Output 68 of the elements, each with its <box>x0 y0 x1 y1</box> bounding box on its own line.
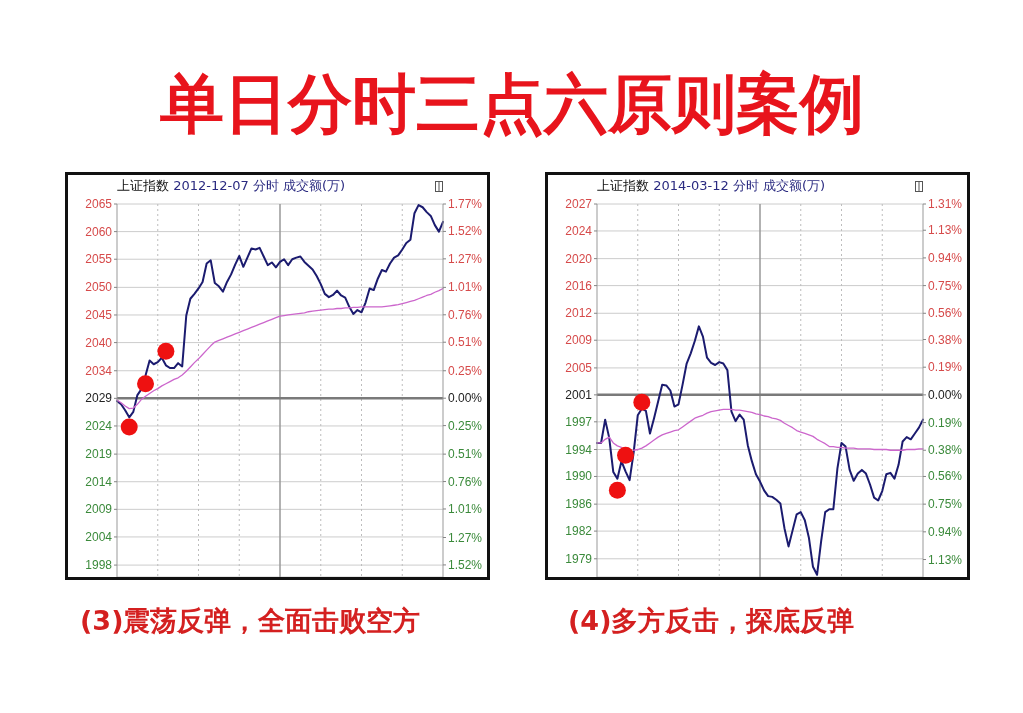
y2-tick-label: 1.77% <box>448 197 483 211</box>
y2-tick-label: 1.13% <box>928 552 963 567</box>
y-tick-label: 2014 <box>85 474 113 489</box>
y-tick-label: 2060 <box>85 224 113 239</box>
y-tick-label: 2001 <box>565 387 593 402</box>
y2-tick-label: 0.38% <box>928 443 963 458</box>
y-tick-label: 2034 <box>85 363 113 378</box>
text: (4)多方反击，探底反弹 <box>568 604 855 638</box>
y2-tick-label: 0.19% <box>928 415 963 430</box>
y2-tick-label: 0.76% <box>448 474 483 489</box>
y2-tick-label: 0.56% <box>928 469 963 484</box>
y2-tick-label: 0.38% <box>928 332 963 347</box>
y-tick-label: 2055 <box>85 252 113 267</box>
chart-subtitle: 上证指数 2014-03-12 分时 成交额(万) <box>597 178 826 193</box>
chart-title: 单日分时三点六原则案例 <box>158 66 865 143</box>
y-tick-label: 2016 <box>565 278 593 293</box>
y-tick-label: 2020 <box>565 251 593 266</box>
y2-tick-label: 0.75% <box>928 497 963 512</box>
y2-tick-label: 0.56% <box>928 306 963 321</box>
y-tick-label: 2004 <box>85 529 113 544</box>
y2-tick-label: 0.94% <box>928 524 963 539</box>
y-tick-label: 2065 <box>85 197 113 211</box>
y2-tick-label: 0.25% <box>448 363 483 378</box>
y-tick-label: 2045 <box>85 307 113 322</box>
y2-tick-label: 0.76% <box>448 307 483 322</box>
point <box>633 393 651 411</box>
y2-tick-label: 1.13% <box>928 223 963 238</box>
y-tick-label: 2050 <box>85 280 113 295</box>
y2-tick-label: 1.27% <box>448 251 483 266</box>
y2-tick-label: 0.51% <box>448 447 483 462</box>
y-tick-label: 1994 <box>565 442 593 457</box>
y2-tick-label: 1.52% <box>448 557 483 572</box>
y-tick-label: 2027 <box>565 197 593 211</box>
y-tick-label: 2024 <box>85 418 113 433</box>
y-tick-label: 2009 <box>85 502 113 517</box>
y2-tick-label: 0.51% <box>448 335 483 350</box>
y-tick-label: 1998 <box>85 558 113 573</box>
y2-tick-label: 0.00% <box>448 391 483 406</box>
chart-subtitle: 上证指数 2012-12-07 分时 成交额(万) <box>117 178 346 193</box>
y-tick-label: 1990 <box>565 469 593 484</box>
y-tick-label: 1979 <box>565 551 593 566</box>
text: (3)震荡反弹，全面击败空方 <box>80 604 421 638</box>
line-series <box>116 287 444 410</box>
y-tick-label: 2019 <box>85 447 113 462</box>
point <box>617 446 635 464</box>
y2-tick-label: 1.01% <box>448 501 483 516</box>
y2-tick-label: 1.52% <box>448 224 483 239</box>
y-tick-label: 2029 <box>85 391 113 406</box>
y-tick-label: 2012 <box>565 306 593 321</box>
y2-tick-label: 0.00% <box>928 387 963 402</box>
y2-tick-label: 1.27% <box>448 530 483 545</box>
point <box>608 481 626 499</box>
point <box>120 418 138 436</box>
y-tick-label: 2009 <box>565 333 593 348</box>
point <box>137 375 155 393</box>
y2-tick-label: 1.31% <box>928 197 963 211</box>
y-tick-label: 2024 <box>565 223 593 238</box>
y-tick-label: 1986 <box>565 497 593 512</box>
y2-tick-label: 1.01% <box>448 280 483 295</box>
y-tick-label: 1982 <box>565 524 593 539</box>
y2-tick-label: 0.94% <box>928 250 963 265</box>
y2-tick-label: 0.75% <box>928 278 963 293</box>
y2-tick-label: 0.19% <box>928 360 963 375</box>
point <box>157 342 175 360</box>
y2-tick-label: 0.25% <box>448 418 483 433</box>
y-tick-label: 2005 <box>565 360 593 375</box>
y-tick-label: 2040 <box>85 335 113 350</box>
y-tick-label: 1997 <box>565 414 593 429</box>
